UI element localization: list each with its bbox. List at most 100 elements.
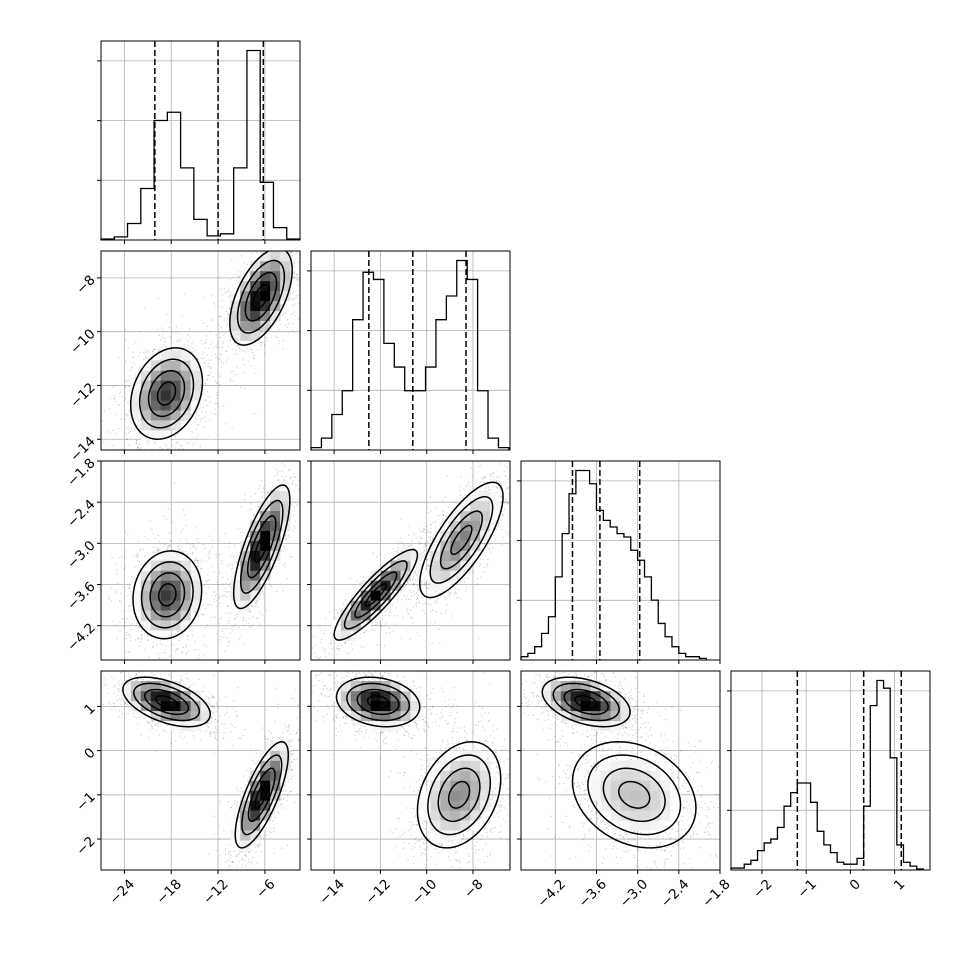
scatter-point xyxy=(103,441,105,443)
scatter-point xyxy=(253,357,255,359)
scatter-point xyxy=(237,686,239,689)
contour-line xyxy=(236,259,286,334)
scatter-point xyxy=(218,373,220,375)
scatter-point xyxy=(235,352,237,354)
scatter-point xyxy=(280,304,283,307)
scatter-point xyxy=(147,357,149,359)
scatter-point xyxy=(216,721,218,723)
scatter-point xyxy=(120,592,122,595)
scatter-point xyxy=(142,351,144,353)
density-cell xyxy=(250,540,261,551)
scatter-point xyxy=(115,413,117,415)
scatter-point xyxy=(196,437,198,440)
density-cell xyxy=(130,590,142,601)
scatter-point xyxy=(292,479,294,481)
density-cell xyxy=(250,520,261,531)
scatter-point xyxy=(248,509,251,511)
scatter-point xyxy=(255,413,257,415)
scatter-point xyxy=(170,430,172,432)
scatter-point xyxy=(203,604,205,606)
scatter-point xyxy=(204,341,206,343)
scatter-point xyxy=(119,621,121,623)
density-cell xyxy=(250,260,261,272)
scatter-point xyxy=(267,492,269,494)
scatter-point xyxy=(156,644,158,646)
scatter-point xyxy=(121,672,123,674)
scatter-point xyxy=(204,393,206,395)
scatter-point xyxy=(287,534,289,536)
scatter-point xyxy=(222,341,225,343)
scatter-point xyxy=(216,731,218,734)
scatter-point xyxy=(276,472,278,474)
density-cell xyxy=(140,430,152,441)
scatter-point xyxy=(167,724,169,726)
scatter-point xyxy=(161,337,164,339)
scatter-point xyxy=(274,810,276,812)
scatter-point xyxy=(197,559,199,562)
scatter-point xyxy=(211,705,213,707)
scatter-point xyxy=(180,630,182,632)
scatter-point xyxy=(140,635,142,637)
scatter-point xyxy=(147,639,149,641)
scatter-point xyxy=(129,410,131,412)
scatter-point xyxy=(227,605,229,607)
scatter-point xyxy=(128,651,130,653)
scatter-point xyxy=(217,706,219,708)
scatter-point xyxy=(161,644,164,647)
scatter-point xyxy=(221,563,223,565)
scatter-point xyxy=(218,618,220,620)
scatter-point xyxy=(140,734,142,736)
scatter-point xyxy=(297,729,299,731)
scatter-point xyxy=(123,626,125,628)
scatter-point xyxy=(218,324,220,326)
density-cell xyxy=(280,290,291,302)
scatter-point xyxy=(251,253,253,255)
scatter-point xyxy=(152,551,154,553)
density-cell xyxy=(260,280,271,292)
scatter-point xyxy=(229,294,231,296)
density-cell xyxy=(270,290,281,302)
scatter-point xyxy=(139,370,141,372)
scatter-point xyxy=(232,700,235,702)
scatter-point xyxy=(293,261,295,263)
density-cell xyxy=(240,570,251,581)
contour-line xyxy=(244,271,278,322)
scatter-point xyxy=(114,397,116,400)
contour-line xyxy=(129,347,204,440)
scatter-point xyxy=(117,403,119,405)
scatter-point xyxy=(220,354,222,356)
density-cell xyxy=(150,560,161,571)
scatter-point xyxy=(210,709,212,711)
scatter-point xyxy=(211,705,213,707)
scatter-point xyxy=(189,336,192,338)
scatter-point xyxy=(234,617,236,619)
scatter-point xyxy=(227,645,229,647)
scatter-point xyxy=(255,372,257,374)
scatter-point xyxy=(210,343,212,346)
scatter-point xyxy=(128,409,130,411)
scatter-point xyxy=(152,353,154,355)
scatter-point xyxy=(234,384,237,387)
scatter-point xyxy=(144,352,146,354)
density-cell xyxy=(270,510,281,521)
scatter-point xyxy=(203,721,206,723)
scatter-point xyxy=(215,734,217,736)
scatter-point xyxy=(135,673,138,675)
scatter-point xyxy=(105,679,107,681)
scatter-point xyxy=(202,343,204,345)
scatter-point xyxy=(155,729,157,731)
scatter-point xyxy=(277,489,279,491)
scatter-point xyxy=(229,279,231,281)
scatter-point xyxy=(153,551,155,553)
scatter-point xyxy=(293,501,295,503)
density-cell xyxy=(170,550,181,561)
scatter-point xyxy=(238,737,240,739)
scatter-point xyxy=(200,418,202,420)
scatter-point xyxy=(137,447,139,449)
scatter-point xyxy=(154,551,156,553)
scatter-point xyxy=(175,326,178,328)
scatter-point xyxy=(189,547,192,549)
scatter-point xyxy=(135,342,137,344)
scatter-point xyxy=(220,361,223,363)
scatter-point xyxy=(137,540,140,542)
